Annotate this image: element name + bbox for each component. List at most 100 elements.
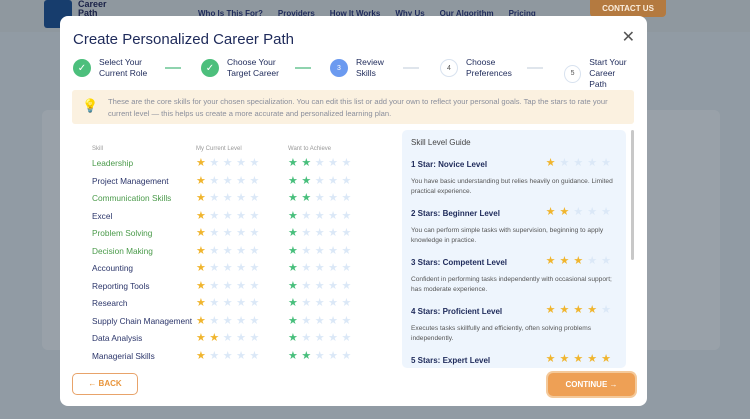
star-icon[interactable]: ★	[341, 349, 352, 362]
star-icon[interactable]: ★	[222, 332, 233, 344]
star-icon[interactable]: ★	[301, 279, 312, 292]
star-icon[interactable]: ★	[301, 174, 312, 187]
star-icon[interactable]: ★	[196, 192, 206, 204]
star-icon[interactable]: ★	[222, 157, 233, 169]
star-icon[interactable]: ★	[328, 174, 338, 187]
star-icon[interactable]: ★	[209, 332, 220, 344]
star-icon[interactable]: ★	[222, 297, 233, 309]
nav-link[interactable]: Our Algorithm	[439, 9, 494, 18]
star-icon[interactable]: ★	[288, 297, 298, 309]
star-icon[interactable]: ★	[341, 297, 352, 309]
star-icon[interactable]: ★	[249, 332, 260, 344]
star-icon[interactable]: ★	[328, 279, 338, 292]
star-icon[interactable]: ★	[341, 262, 352, 274]
star-icon[interactable]: ★	[301, 349, 312, 362]
star-icon[interactable]: ★	[196, 262, 206, 274]
star-icon[interactable]: ★	[236, 244, 246, 257]
star-icon[interactable]: ★	[328, 244, 338, 257]
star-icon[interactable]: ★	[341, 279, 352, 292]
star-icon[interactable]: ★	[236, 227, 246, 239]
star-icon[interactable]: ★	[288, 314, 298, 327]
star-icon[interactable]: ★	[222, 349, 233, 362]
star-icon[interactable]: ★	[236, 349, 246, 362]
star-icon[interactable]: ★	[341, 209, 352, 222]
star-icon[interactable]: ★	[341, 227, 352, 239]
star-icon[interactable]: ★	[328, 314, 338, 327]
star-icon[interactable]: ★	[328, 349, 338, 362]
star-icon[interactable]: ★	[222, 279, 233, 292]
star-icon[interactable]: ★	[236, 279, 246, 292]
star-icon[interactable]: ★	[249, 244, 260, 257]
star-icon[interactable]: ★	[196, 332, 206, 344]
star-icon[interactable]: ★	[209, 314, 220, 327]
star-icon[interactable]: ★	[249, 314, 260, 327]
close-icon[interactable]: ✕	[621, 29, 635, 46]
star-icon[interactable]: ★	[328, 192, 338, 204]
star-icon[interactable]: ★	[301, 192, 312, 204]
star-icon[interactable]: ★	[196, 279, 206, 292]
star-icon[interactable]: ★	[236, 209, 246, 222]
star-icon[interactable]: ★	[209, 349, 220, 362]
star-icon[interactable]: ★	[341, 332, 352, 344]
star-icon[interactable]: ★	[249, 174, 260, 187]
star-icon[interactable]: ★	[222, 174, 233, 187]
star-icon[interactable]: ★	[301, 209, 312, 222]
star-icon[interactable]: ★	[301, 297, 312, 309]
nav-link[interactable]: How It Works	[329, 9, 381, 18]
continue-button[interactable]: CONTINUE →	[548, 373, 635, 396]
star-icon[interactable]: ★	[196, 314, 206, 327]
star-icon[interactable]: ★	[236, 332, 246, 344]
star-icon[interactable]: ★	[301, 314, 312, 327]
star-icon[interactable]: ★	[328, 227, 338, 239]
star-icon[interactable]: ★	[341, 244, 352, 257]
nav-link[interactable]: Pricing	[508, 9, 536, 18]
contact-button[interactable]: CONTACT US	[590, 0, 666, 17]
star-icon[interactable]: ★	[236, 262, 246, 274]
star-icon[interactable]: ★	[196, 227, 206, 239]
star-icon[interactable]: ★	[236, 157, 246, 169]
star-icon[interactable]: ★	[341, 192, 352, 204]
star-icon[interactable]: ★	[288, 244, 298, 257]
star-icon[interactable]: ★	[209, 297, 220, 309]
star-icon[interactable]: ★	[249, 349, 260, 362]
star-icon[interactable]: ★	[328, 297, 338, 309]
star-icon[interactable]: ★	[314, 244, 325, 257]
star-icon[interactable]: ★	[288, 174, 298, 187]
star-icon[interactable]: ★	[288, 209, 298, 222]
star-icon[interactable]: ★	[288, 157, 298, 169]
star-icon[interactable]: ★	[209, 279, 220, 292]
star-icon[interactable]: ★	[249, 227, 260, 239]
star-icon[interactable]: ★	[301, 244, 312, 257]
star-icon[interactable]: ★	[236, 297, 246, 309]
nav-link[interactable]: Who Is This For?	[198, 9, 263, 18]
star-icon[interactable]: ★	[196, 244, 206, 257]
star-icon[interactable]: ★	[341, 174, 352, 187]
star-icon[interactable]: ★	[301, 157, 312, 169]
star-icon[interactable]: ★	[222, 314, 233, 327]
star-icon[interactable]: ★	[209, 262, 220, 274]
star-icon[interactable]: ★	[328, 332, 338, 344]
star-icon[interactable]: ★	[301, 227, 312, 239]
star-icon[interactable]: ★	[222, 192, 233, 204]
scrollbar[interactable]	[631, 130, 634, 260]
star-icon[interactable]: ★	[341, 157, 352, 169]
star-icon[interactable]: ★	[341, 314, 352, 327]
star-icon[interactable]: ★	[196, 209, 206, 222]
star-icon[interactable]: ★	[209, 209, 220, 222]
star-icon[interactable]: ★	[209, 227, 220, 239]
star-icon[interactable]: ★	[236, 174, 246, 187]
star-icon[interactable]: ★	[249, 157, 260, 169]
star-icon[interactable]: ★	[209, 244, 220, 257]
star-icon[interactable]: ★	[209, 192, 220, 204]
star-icon[interactable]: ★	[314, 174, 325, 187]
star-icon[interactable]: ★	[249, 209, 260, 222]
star-icon[interactable]: ★	[301, 262, 312, 274]
star-icon[interactable]: ★	[236, 192, 246, 204]
star-icon[interactable]: ★	[196, 174, 206, 187]
star-icon[interactable]: ★	[288, 279, 298, 292]
star-icon[interactable]: ★	[288, 349, 298, 362]
star-icon[interactable]: ★	[249, 192, 260, 204]
star-icon[interactable]: ★	[314, 192, 325, 204]
star-icon[interactable]: ★	[314, 279, 325, 292]
nav-link[interactable]: Providers	[277, 9, 315, 18]
